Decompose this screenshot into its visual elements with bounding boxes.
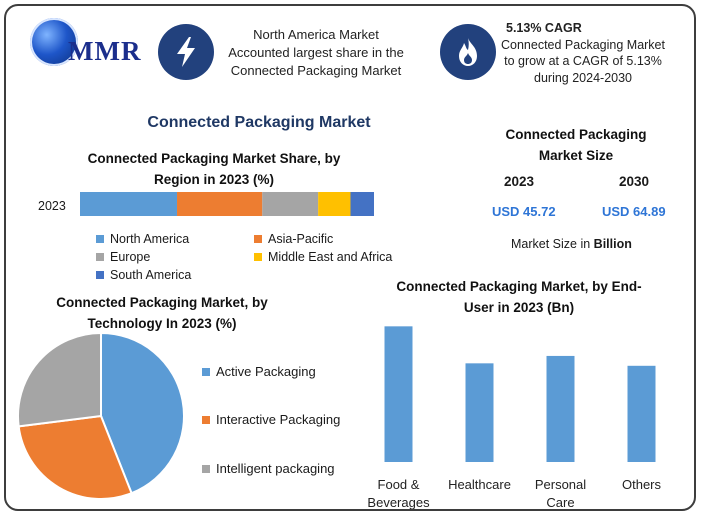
region-title-line-2: Region in 2023 (%) <box>153 172 275 187</box>
logo-text: MMR <box>68 36 142 66</box>
highlight-north-america: North America Market Accounted largest s… <box>220 26 412 80</box>
legend-label: Interactive Packaging <box>216 412 341 427</box>
end-user-bar-personal-care <box>546 355 575 462</box>
market-size-note-prefix: Market Size in <box>511 237 594 251</box>
highlight-1-line-2: Accounted largest share in the <box>228 45 404 60</box>
region-legend-item-middle-east-and-africa: Middle East and Africa <box>254 250 392 264</box>
market-size-note-unit: Billion <box>593 237 632 251</box>
market-size-title-line-2: Market Size <box>538 148 614 163</box>
pie-slice-interactive-packaging <box>17 414 133 500</box>
highlight-cagr: 5.13% CAGR Connected Packaging Market to… <box>498 20 668 86</box>
end-user-chart-title: Connected Packaging Market, by End- User… <box>374 276 664 318</box>
technology-legend-item-active-packaging: Active Packaging <box>202 364 316 379</box>
technology-legend-item-intelligent-packaging: Intelligent packaging <box>202 461 335 476</box>
end-user-bar-food-beverages <box>384 326 413 462</box>
region-legend-item-europe: Europe <box>96 250 150 264</box>
legend-swatch <box>202 415 210 424</box>
legend-label: North America <box>110 232 190 246</box>
flame-icon <box>440 24 496 80</box>
infographic-frame: MMR North America Market Accounted large… <box>4 4 696 511</box>
legend-swatch <box>96 253 104 261</box>
legend-swatch <box>96 271 104 279</box>
end-user-tick-label: Personal <box>535 477 586 492</box>
region-bar-segment-north-america <box>80 192 178 216</box>
end-user-tick-label: Others <box>622 477 662 492</box>
region-bar-segment-europe <box>262 192 319 216</box>
legend-label: Europe <box>110 250 151 264</box>
end-user-tick-label: Food & <box>378 477 420 492</box>
region-legend-item-south-america: South America <box>96 268 191 282</box>
legend-swatch <box>96 235 104 243</box>
highlight-1-line-1: North America Market <box>253 27 379 42</box>
region-axis-label: 2023 <box>38 199 66 213</box>
end-user-bar-others <box>627 365 656 462</box>
region-bar-segment-asia-pacific <box>177 192 263 216</box>
market-value-2030: USD 64.89 <box>602 204 666 219</box>
legend-label: South America <box>110 268 192 282</box>
highlight-2-line-3: during 2024-2030 <box>534 70 632 85</box>
globe-logo-icon <box>30 18 78 66</box>
technology-title-line-2: Technology In 2023 (%) <box>87 316 237 331</box>
legend-swatch <box>254 253 262 261</box>
legend-swatch <box>202 367 210 376</box>
legend-label: Intelligent packaging <box>216 461 335 476</box>
market-size-note: Market Size in Billion <box>511 237 632 251</box>
technology-pie-chart <box>17 331 185 500</box>
end-user-tick-label: Care <box>546 495 574 510</box>
end-user-title-line-2: User in 2023 (Bn) <box>463 300 575 315</box>
legend-label: Active Packaging <box>216 364 316 379</box>
region-title-line-1: Connected Packaging Market Share, by <box>87 151 341 166</box>
region-bar-segment-south-america <box>350 192 374 216</box>
legend-label: Asia-Pacific <box>268 232 334 246</box>
main-title: Connected Packaging Market <box>147 114 371 131</box>
region-stacked-bar <box>80 192 374 216</box>
market-year-2023: 2023 <box>504 174 535 189</box>
end-user-tick-label: Healthcare <box>448 477 511 492</box>
end-user-title-line-1: Connected Packaging Market, by End- <box>396 279 642 294</box>
market-value-2023: USD 45.72 <box>492 204 556 219</box>
market-year-2030: 2030 <box>619 174 650 189</box>
market-size-title: Connected Packaging Market Size <box>476 124 676 166</box>
highlight-1-line-3: Connected Packaging Market <box>230 63 402 78</box>
end-user-bar-chart: Food & Beverages Healthcare Personal Care Oth… <box>367 326 662 510</box>
region-chart-title: Connected Packaging Market Share, by Reg… <box>64 148 364 190</box>
cagr-title: 5.13% CAGR <box>506 21 582 35</box>
region-bar-segment-middle-east-and-africa <box>318 192 351 216</box>
lightning-icon <box>158 24 214 80</box>
pie-slice-intelligent-packaging <box>17 331 102 428</box>
highlight-2-line-1: Connected Packaging Market <box>501 37 665 52</box>
highlight-2-line-2: to grow at a CAGR of 5.13% <box>504 54 662 68</box>
region-legend-item-north-america: North America <box>96 232 189 246</box>
legend-swatch <box>202 464 210 473</box>
legend-swatch <box>254 235 262 243</box>
pie-slice-active-packaging <box>100 331 185 495</box>
legend-label: Middle East and Africa <box>268 250 393 264</box>
region-legend-item-asia-pacific: Asia-Pacific <box>254 232 333 246</box>
technology-title-line-1: Connected Packaging Market, by <box>56 295 268 310</box>
end-user-tick-label: Beverages <box>367 495 430 510</box>
market-size-title-line-1: Connected Packaging <box>505 127 647 142</box>
end-user-bar-healthcare <box>465 363 494 462</box>
technology-legend-item-interactive-packaging: Interactive Packaging <box>202 412 340 427</box>
technology-chart-title: Connected Packaging Market, by Technolog… <box>22 292 302 334</box>
